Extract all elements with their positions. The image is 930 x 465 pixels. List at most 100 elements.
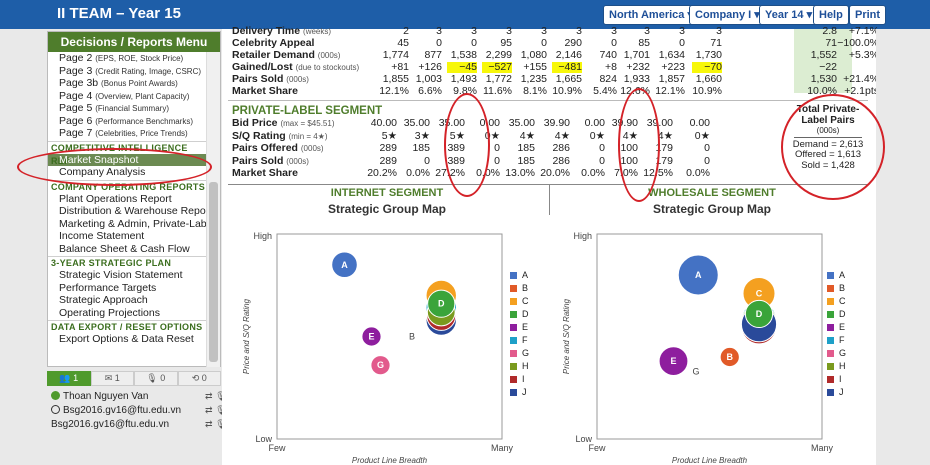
menu-item-page-5[interactable]: Page 5 (Financial Summary) [48, 102, 208, 115]
message-icon: ✉ [104, 373, 113, 383]
legend-label: H [839, 361, 846, 371]
menu-item-page-3b[interactable]: Page 3b (Bonus Point Awards) [48, 77, 208, 90]
cell-company-E: 185 [517, 142, 535, 154]
print-button[interactable]: Print [849, 5, 887, 25]
panel-divider [549, 185, 550, 215]
bubble-company-D[interactable] [427, 289, 456, 318]
tab-voice[interactable]: 🎙 0 [134, 371, 178, 386]
legend-item-I: I [827, 373, 846, 386]
cell-company-B: 877 [424, 49, 442, 61]
menu-item-page-6[interactable]: Page 6 (Performance Benchmarks) [48, 115, 208, 128]
cell-company-F: 286 [552, 142, 570, 154]
cell-average: 10.0% [807, 85, 837, 97]
bubble-company-A[interactable] [331, 251, 358, 279]
menu-item-distribution-warehouse-report[interactable]: Distribution & Warehouse Report [48, 205, 208, 218]
reports-menu: Decisions / Reports Menu Page 2 (EPS, RO… [47, 31, 221, 367]
bubble-company-A[interactable] [677, 254, 719, 296]
cell-average: 1,530 [810, 73, 837, 85]
user-actions[interactable]: ⇄ 🎙 [205, 419, 227, 430]
cell-company-G: 0 [599, 142, 605, 154]
menu-item-strategic-approach[interactable]: Strategic Approach [48, 294, 208, 307]
menu-item-plant-operations-report[interactable]: Plant Operations Report [48, 193, 208, 206]
user-row[interactable]: Bsg2016.gv16@ftu.edu.vn [51, 405, 181, 416]
cell-company-C: 0 [471, 37, 477, 49]
bubble-company-E[interactable] [658, 346, 689, 377]
user-row[interactable]: Thoan Nguyen Van [51, 391, 148, 402]
bubble-label-G: G [692, 366, 699, 376]
cell-company-A: 289 [379, 142, 397, 154]
cell-company-I: 12.1% [655, 85, 685, 97]
row-label: Market Share [232, 86, 298, 97]
row-label: Pairs Offered (000s) [232, 143, 324, 154]
company-dropdown[interactable]: Company I ▾ [689, 5, 766, 25]
legend-swatch [510, 389, 517, 396]
menu-item-page-2[interactable]: Page 2 (EPS, ROE, Stock Price) [48, 52, 208, 65]
row-label-note: (000s) [300, 144, 324, 153]
region-dropdown[interactable]: North America ▾ [603, 5, 699, 25]
row-label-text: Retailer Demand [232, 49, 315, 61]
bubble-label-B: B [409, 332, 415, 342]
menu-item-label: Operating Projections [59, 306, 160, 319]
cell-company-F: −481 [552, 62, 582, 73]
x-tick-many: Many [491, 443, 514, 453]
menu-item-label: Page 6 [59, 114, 93, 127]
menu-item-export-options-data-reset[interactable]: Export Options & Data Reset [48, 333, 208, 346]
microphone-icon: 🎙 [215, 405, 227, 415]
user-actions[interactable]: ⇄ 🎙 [205, 391, 227, 402]
bubble-company-E[interactable] [361, 326, 382, 347]
cell-company-D: −527 [482, 62, 512, 73]
cell-company-B: 3★ [414, 129, 430, 142]
cell-company-A: 45 [397, 37, 409, 49]
cell-company-F: 3 [576, 25, 582, 37]
users-icon: 👥 [59, 373, 71, 383]
menu-item-page-4[interactable]: Page 4 (Overview, Plant Capacity) [48, 90, 208, 103]
legend-item-E: E [510, 321, 529, 334]
bubble-company-G[interactable] [370, 355, 391, 376]
cell-company-D: 1,772 [485, 73, 512, 85]
row-label-note: (000s) [286, 156, 309, 166]
menu-title: Decisions / Reports Menu [48, 32, 220, 52]
cell-company-B: 0 [436, 37, 442, 49]
legend-item-B: B [827, 282, 846, 295]
menu-item-label: Page 7 [59, 127, 93, 139]
cell-company-F: 2,146 [555, 49, 582, 61]
bubble-company-D[interactable] [744, 299, 774, 329]
cell-company-E: 4★ [519, 129, 535, 142]
legend-label: B [839, 283, 846, 293]
menu-item-strategic-vision-statement[interactable]: Strategic Vision Statement [48, 269, 208, 282]
user-row[interactable]: Bsg2016.gv16@ftu.edu.vn [51, 419, 169, 430]
cell-change: +5.3% [848, 49, 879, 61]
tab-activity[interactable]: ⟲ 0 [177, 371, 221, 386]
cell-company-E: 13.0% [505, 167, 535, 179]
y-tick-low: Low [255, 434, 272, 444]
user-actions[interactable]: ⇄ 🎙 [205, 405, 227, 416]
cell-company-D: 0★ [484, 129, 500, 142]
menu-item-page-3[interactable]: Page 3 (Credit Rating, Image, CSRC) [48, 65, 208, 78]
legend-swatch [827, 285, 834, 292]
tab-messages[interactable]: ✉ 1 [90, 371, 134, 386]
cell-company-G: 740 [599, 49, 617, 61]
tab-users[interactable]: 👥 1 [47, 371, 91, 386]
menu-item-operating-projections[interactable]: Operating Projections [48, 307, 208, 320]
cell-company-B: 1,003 [415, 73, 442, 85]
legend-item-G: G [510, 347, 529, 360]
menu-scrollbar[interactable] [206, 52, 220, 367]
legend-label: J [839, 387, 844, 397]
menu-item-page-7[interactable]: Page 7 (Celebrities, Price Trends) [48, 127, 208, 140]
year-dropdown[interactable]: Year 14 ▾ [759, 5, 819, 25]
table-row: Market Share 12.1% 6.6% 9.8% 11.6% 8.1% 10.9% 5… [232, 85, 879, 97]
help-button[interactable]: Help [813, 5, 849, 25]
menu-item-balance-sheet-cash-flow[interactable]: Balance Sheet & Cash Flow [48, 243, 208, 256]
chevron-down-icon: ▾ [806, 9, 813, 21]
menu-item-income-statement[interactable]: Income Statement [48, 230, 208, 243]
bubble-company-B[interactable] [719, 346, 740, 368]
menu-item-marketing-admin-private-label[interactable]: Marketing & Admin, Private-Label [48, 218, 208, 231]
legend-label: A [839, 270, 846, 280]
menu-item-performance-targets[interactable]: Performance Targets [48, 282, 208, 295]
scrollbar-thumb[interactable] [209, 182, 218, 362]
legend-swatch [827, 376, 834, 383]
wholesale-subtitle: Strategic Group Map [652, 202, 771, 216]
cell-company-A: 1,855 [382, 73, 409, 85]
